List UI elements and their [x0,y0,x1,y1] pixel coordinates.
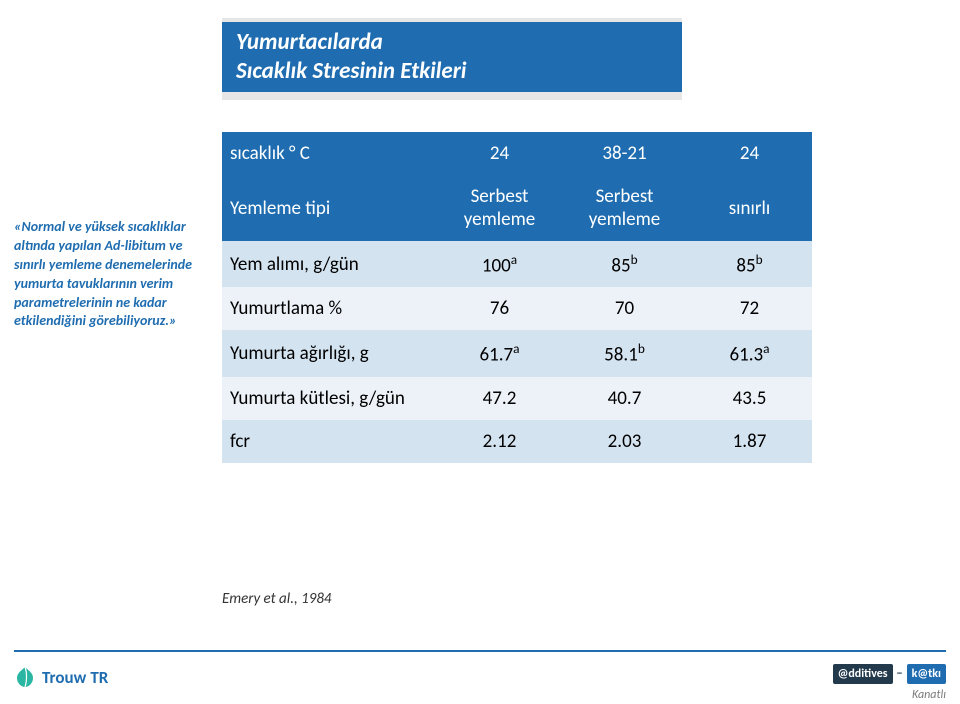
sup: a [763,340,769,357]
table-row: Yumurta ağırlığı, g 61.7a 58.1b 61.3a [222,330,812,376]
val: 61.3 [729,344,763,367]
cell-value: 70 [562,287,687,330]
cell-value: 61.7a [437,330,562,376]
cell-value: 2.12 [437,420,562,463]
sup: b [638,340,645,357]
cell-value: sınırlı [687,175,812,241]
cell-value: 40.7 [562,377,687,420]
pill-additives: @dditives [833,664,893,684]
table-row-header2: Yemleme tipi Serbest yemleme Serbest yem… [222,175,812,241]
brand-suffix: TR [90,667,108,688]
val: 61.7 [479,344,513,367]
cell-label: Yem alımı, g/gün [222,241,437,287]
data-table: sıcaklık ° C 24 38-21 24 Yemleme tipi Se… [222,132,812,463]
sup: a [513,340,519,357]
table-row: Yumurta kütlesi, g/gün 47.2 40.7 43.5 [222,377,812,420]
data-table-wrap: sıcaklık ° C 24 38-21 24 Yemleme tipi Se… [222,132,812,463]
dash-icon: − [897,667,903,681]
brand-logo-right: @dditives − k@tkı [833,664,946,684]
table-row: fcr 2.12 2.03 1.87 [222,420,812,463]
cell-value: 2.03 [562,420,687,463]
title-stripe-bottom [222,92,682,100]
slide-title-line2: Sıcaklık Stresinin Etkileri [236,57,668,86]
slide-title-block: Yumurtacılarda Sıcaklık Stresinin Etkile… [222,18,682,100]
cell-value: 47.2 [437,377,562,420]
cell-value: 61.3a [687,330,812,376]
cell-value: 58.1b [562,330,687,376]
sup: b [631,251,638,268]
cell-label: Yumurtlama % [222,287,437,330]
cell-value: 72 [687,287,812,330]
val: 85 [611,254,630,277]
cell-value: Serbest yemleme [437,175,562,241]
cell-value: 38-21 [562,132,687,175]
cell-label: sıcaklık ° C [222,132,437,175]
cell-value: 43.5 [687,377,812,420]
val: 100 [482,254,511,277]
sup: b [756,251,763,268]
cell-label: Yumurta kütlesi, g/gün [222,377,437,420]
val: 58.1 [604,344,638,367]
slide-title: Yumurtacılarda Sıcaklık Stresinin Etkile… [222,22,682,94]
cell-value: Serbest yemleme [562,175,687,241]
side-quote: «Normal ve yüksek sıcaklıklar altında ya… [14,218,210,331]
table-row-header1: sıcaklık ° C 24 38-21 24 [222,132,812,175]
citation: Emery et al., 1984 [222,590,332,608]
footer-kanatli: Kanatlı [912,688,946,702]
cell-value: 100a [437,241,562,287]
cell-value: 1.87 [687,420,812,463]
leaf-icon [14,666,36,688]
cell-value: 24 [437,132,562,175]
cell-label: fcr [222,420,437,463]
cell-value: 85b [687,241,812,287]
table-row: Yem alımı, g/gün 100a 85b 85b [222,241,812,287]
brand-word: Trouw [42,667,86,688]
table-row: Yumurtlama % 76 70 72 [222,287,812,330]
cell-value: 85b [562,241,687,287]
val: 85 [736,254,755,277]
cell-label: Yumurta ağırlığı, g [222,330,437,376]
cell-value: 24 [687,132,812,175]
footer-divider [14,650,946,652]
brand-logo-left: Trouw TR [14,666,108,688]
cell-value: 76 [437,287,562,330]
slide-title-line1: Yumurtacılarda [236,28,668,57]
brand-name: Trouw TR [42,667,108,688]
pill-katki: k@tkı [907,664,946,684]
sup: a [511,251,517,268]
cell-label: Yemleme tipi [222,175,437,241]
